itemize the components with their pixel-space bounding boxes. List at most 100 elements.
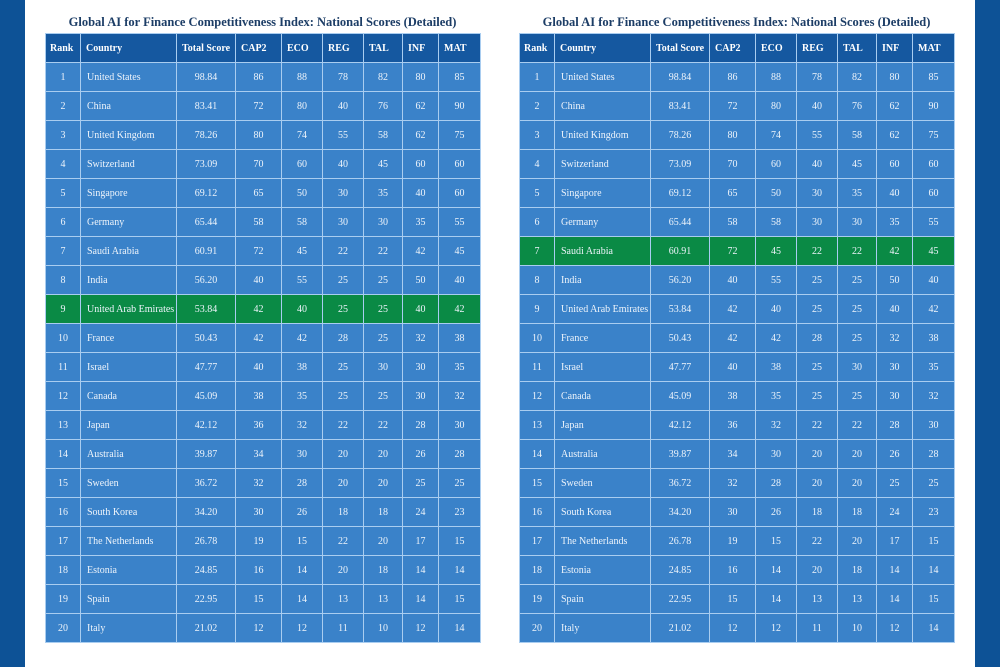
inf-cell: 30 <box>402 352 439 382</box>
eco-cell: 50 <box>755 178 797 208</box>
total-score-cell: 39.87 <box>176 439 236 469</box>
header-row: Rank Country Total Score CAP2 ECO REG TA… <box>45 33 481 63</box>
mat-cell: 35 <box>438 352 481 382</box>
inf-cell: 28 <box>402 410 439 440</box>
eco-cell: 32 <box>281 410 323 440</box>
total-score-cell: 36.72 <box>176 468 236 498</box>
eco-cell: 88 <box>281 62 323 92</box>
eco-cell: 80 <box>755 91 797 121</box>
cap2-cell: 80 <box>235 120 282 150</box>
tal-cell: 30 <box>363 352 403 382</box>
rank-cell: 12 <box>45 381 81 411</box>
cap2-cell: 15 <box>235 584 282 614</box>
eco-cell: 45 <box>281 236 323 266</box>
column-header-country: Country <box>554 33 651 63</box>
total-score-cell: 26.78 <box>650 526 710 556</box>
inf-cell: 60 <box>876 149 913 179</box>
country-cell: Saudi Arabia <box>554 236 651 266</box>
reg-cell: 25 <box>796 381 838 411</box>
eco-cell: 12 <box>755 613 797 643</box>
table-row: 20 Italy 21.02 12 12 11 10 12 14 <box>45 613 481 643</box>
table-row: 10 France 50.43 42 42 28 25 32 38 <box>45 323 481 353</box>
tal-cell: 25 <box>363 265 403 295</box>
tal-cell: 18 <box>837 497 877 527</box>
total-score-cell: 60.91 <box>176 236 236 266</box>
cap2-cell: 12 <box>709 613 756 643</box>
cap2-cell: 12 <box>235 613 282 643</box>
table-row: 6 Germany 65.44 58 58 30 30 35 55 <box>45 207 481 237</box>
tal-cell: 82 <box>363 62 403 92</box>
cap2-cell: 72 <box>709 91 756 121</box>
rank-cell: 18 <box>519 555 555 585</box>
rank-cell: 9 <box>519 294 555 324</box>
eco-cell: 14 <box>281 555 323 585</box>
country-cell: France <box>554 323 651 353</box>
table-row: 17 The Netherlands 26.78 19 15 22 20 17 15 <box>45 526 481 556</box>
country-cell: Sweden <box>80 468 177 498</box>
eco-cell: 15 <box>281 526 323 556</box>
cap2-cell: 72 <box>235 236 282 266</box>
cap2-cell: 32 <box>709 468 756 498</box>
eco-cell: 30 <box>281 439 323 469</box>
reg-cell: 25 <box>322 294 364 324</box>
inf-cell: 40 <box>876 294 913 324</box>
table-row: 1 United States 98.84 86 88 78 82 80 85 <box>519 62 955 92</box>
country-cell: China <box>80 91 177 121</box>
column-header-reg: REG <box>796 33 838 63</box>
reg-cell: 28 <box>322 323 364 353</box>
mat-cell: 15 <box>438 584 481 614</box>
reg-cell: 30 <box>796 178 838 208</box>
reg-cell: 25 <box>796 294 838 324</box>
total-score-cell: 24.85 <box>650 555 710 585</box>
reg-cell: 25 <box>322 265 364 295</box>
inf-cell: 50 <box>402 265 439 295</box>
cap2-cell: 86 <box>709 62 756 92</box>
table-row: 2 China 83.41 72 80 40 76 62 90 <box>45 91 481 121</box>
cap2-cell: 42 <box>235 323 282 353</box>
mat-cell: 55 <box>912 207 955 237</box>
reg-cell: 20 <box>796 468 838 498</box>
tal-cell: 25 <box>837 294 877 324</box>
mat-cell: 40 <box>438 265 481 295</box>
inf-cell: 42 <box>402 236 439 266</box>
tal-cell: 22 <box>837 410 877 440</box>
inf-cell: 60 <box>402 149 439 179</box>
country-cell: United Kingdom <box>554 120 651 150</box>
tal-cell: 25 <box>363 323 403 353</box>
reg-cell: 18 <box>796 497 838 527</box>
mat-cell: 15 <box>912 526 955 556</box>
inf-cell: 14 <box>876 584 913 614</box>
cap2-cell: 34 <box>709 439 756 469</box>
tal-cell: 20 <box>363 468 403 498</box>
total-score-cell: 22.95 <box>176 584 236 614</box>
table-row: 6 Germany 65.44 58 58 30 30 35 55 <box>519 207 955 237</box>
column-header-mat: MAT <box>438 33 481 63</box>
country-cell: Israel <box>554 352 651 382</box>
rank-cell: 12 <box>519 381 555 411</box>
tal-cell: 76 <box>363 91 403 121</box>
reg-cell: 22 <box>796 410 838 440</box>
reg-cell: 55 <box>322 120 364 150</box>
total-score-cell: 45.09 <box>650 381 710 411</box>
reg-cell: 78 <box>796 62 838 92</box>
table-row: 14 Australia 39.87 34 30 20 20 26 28 <box>45 439 481 469</box>
country-cell: India <box>80 265 177 295</box>
total-score-cell: 21.02 <box>650 613 710 643</box>
table-row: 10 France 50.43 42 42 28 25 32 38 <box>519 323 955 353</box>
rank-cell: 6 <box>45 207 81 237</box>
total-score-cell: 65.44 <box>176 207 236 237</box>
mat-cell: 75 <box>912 120 955 150</box>
country-cell: United States <box>80 62 177 92</box>
table-row: 8 India 56.20 40 55 25 25 50 40 <box>45 265 481 295</box>
total-score-cell: 73.09 <box>176 149 236 179</box>
inf-cell: 80 <box>876 62 913 92</box>
column-header-cap2: CAP2 <box>709 33 756 63</box>
table-body: 1 United States 98.84 86 88 78 82 80 85 2 China 83.… <box>519 62 955 643</box>
country-cell: South Korea <box>554 497 651 527</box>
rank-cell: 13 <box>519 410 555 440</box>
inf-cell: 32 <box>876 323 913 353</box>
country-cell: France <box>80 323 177 353</box>
table-row-highlighted: 7 Saudi Arabia 60.91 72 45 22 22 42 45 <box>519 236 955 266</box>
mat-cell: 85 <box>438 62 481 92</box>
country-cell: China <box>554 91 651 121</box>
